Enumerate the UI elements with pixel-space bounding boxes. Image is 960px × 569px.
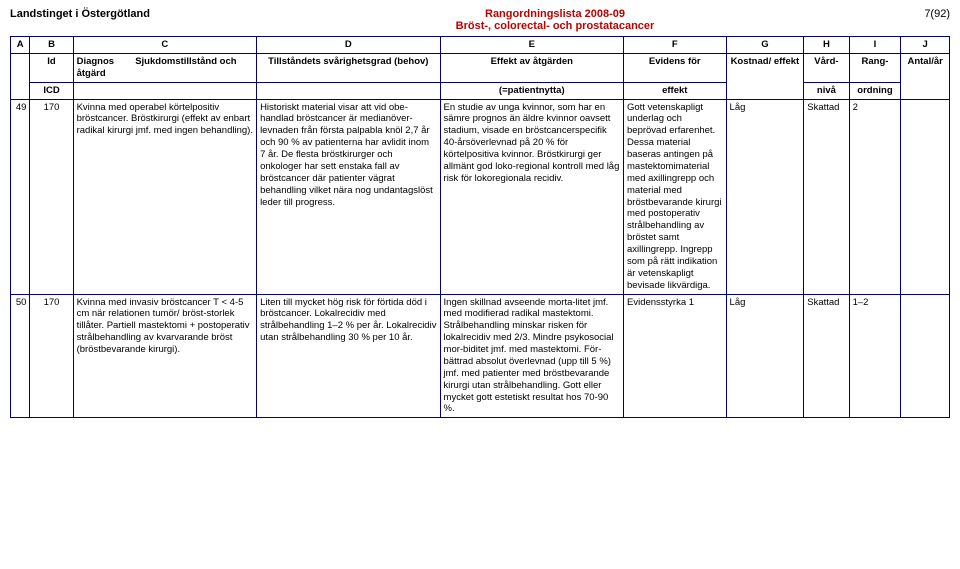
table-row: 50 170 Kvinna med invasiv bröstcancer T … <box>11 294 950 418</box>
col-effect-head: Effekt av åtgärden <box>440 53 623 82</box>
col-rank-sub: ordning <box>849 82 901 99</box>
col-letter: B <box>30 37 73 54</box>
col-careniva-head: Vård- <box>804 53 849 82</box>
col-letter: E <box>440 37 623 54</box>
col-letter: G <box>726 37 804 54</box>
col-letter: H <box>804 37 849 54</box>
col-careniva-sub: nivå <box>804 82 849 99</box>
ranking-table: A B C D E F G H I J Id Diagnos Sjukdomst… <box>10 36 950 418</box>
cell-severity: Historiskt material visar att vid obe­ha… <box>257 99 440 294</box>
col-rank-head: Rang- <box>849 53 901 82</box>
report-title-line1: Rangordningslista 2008-09 <box>210 8 900 20</box>
col-letter: D <box>257 37 440 54</box>
header-row-2: ICD (=patientnytta) effekt nivå ordning <box>11 82 950 99</box>
cell-effect: En studie av unga kvinnor, som har en sä… <box>440 99 623 294</box>
cell-cost: Låg <box>726 99 804 294</box>
col-letter: A <box>11 37 30 54</box>
col-blank-head <box>73 82 256 99</box>
col-diagnos-label: Diagnos <box>77 56 114 67</box>
col-severity-head: Tillståndets svårighetsgrad (behov) <box>257 53 440 82</box>
cell-diagnosis: Kvinna med operabel körtelpositiv bröstc… <box>73 99 256 294</box>
cell-id: 170 <box>30 99 73 294</box>
col-evidence-sub: effekt <box>624 82 727 99</box>
col-letter: I <box>849 37 901 54</box>
cell-count <box>901 99 950 294</box>
col-effect-sub: (=patientnytta) <box>440 82 623 99</box>
page-header: Landstinget i Östergötland Rangordningsl… <box>10 8 950 32</box>
col-count-head: Antal/år <box>901 53 950 99</box>
cell-count <box>901 294 950 418</box>
col-letter: F <box>624 37 727 54</box>
header-row-1: Id Diagnos Sjukdomstillstånd och åtgärd … <box>11 53 950 82</box>
column-letters-row: A B C D E F G H I J <box>11 37 950 54</box>
cell-careniva: Skattad <box>804 294 849 418</box>
cell-rank: 1–2 <box>849 294 901 418</box>
col-blank-head <box>257 82 440 99</box>
row-number: 50 <box>11 294 30 418</box>
cell-diagnosis: Kvinna med invasiv bröstcancer T < 4-5 c… <box>73 294 256 418</box>
cell-evidence: Evidensstyrka 1 <box>624 294 727 418</box>
cell-id: 170 <box>30 294 73 418</box>
row-number: 49 <box>11 99 30 294</box>
cell-evidence: Gott vetenskapligt underlag och beprövad… <box>624 99 727 294</box>
col-letter: C <box>73 37 256 54</box>
rownum-head <box>11 53 30 99</box>
col-letter: J <box>901 37 950 54</box>
report-title: Rangordningslista 2008-09 Bröst-, colore… <box>210 8 900 32</box>
cell-effect: Ingen skillnad avseende morta-litet jmf.… <box>440 294 623 418</box>
report-title-line2: Bröst-, colorectal- och prostatacancer <box>210 20 900 32</box>
cell-severity: Liten till mycket hög risk för förtida d… <box>257 294 440 418</box>
cell-careniva: Skattad <box>804 99 849 294</box>
cell-rank: 2 <box>849 99 901 294</box>
table-row: 49 170 Kvinna med operabel körtelpositiv… <box>11 99 950 294</box>
col-icd-head: ICD <box>30 82 73 99</box>
col-id-head: Id <box>30 53 73 82</box>
col-evidence-head: Evidens för <box>624 53 727 82</box>
table-body: 49 170 Kvinna med operabel körtelpositiv… <box>11 99 950 418</box>
org-name: Landstinget i Östergötland <box>10 8 210 20</box>
col-cost-head: Kostnad/ effekt <box>726 53 804 99</box>
cell-cost: Låg <box>726 294 804 418</box>
page-number: 7(92) <box>900 8 950 20</box>
col-diagnos-head: Diagnos Sjukdomstillstånd och åtgärd <box>73 53 256 82</box>
